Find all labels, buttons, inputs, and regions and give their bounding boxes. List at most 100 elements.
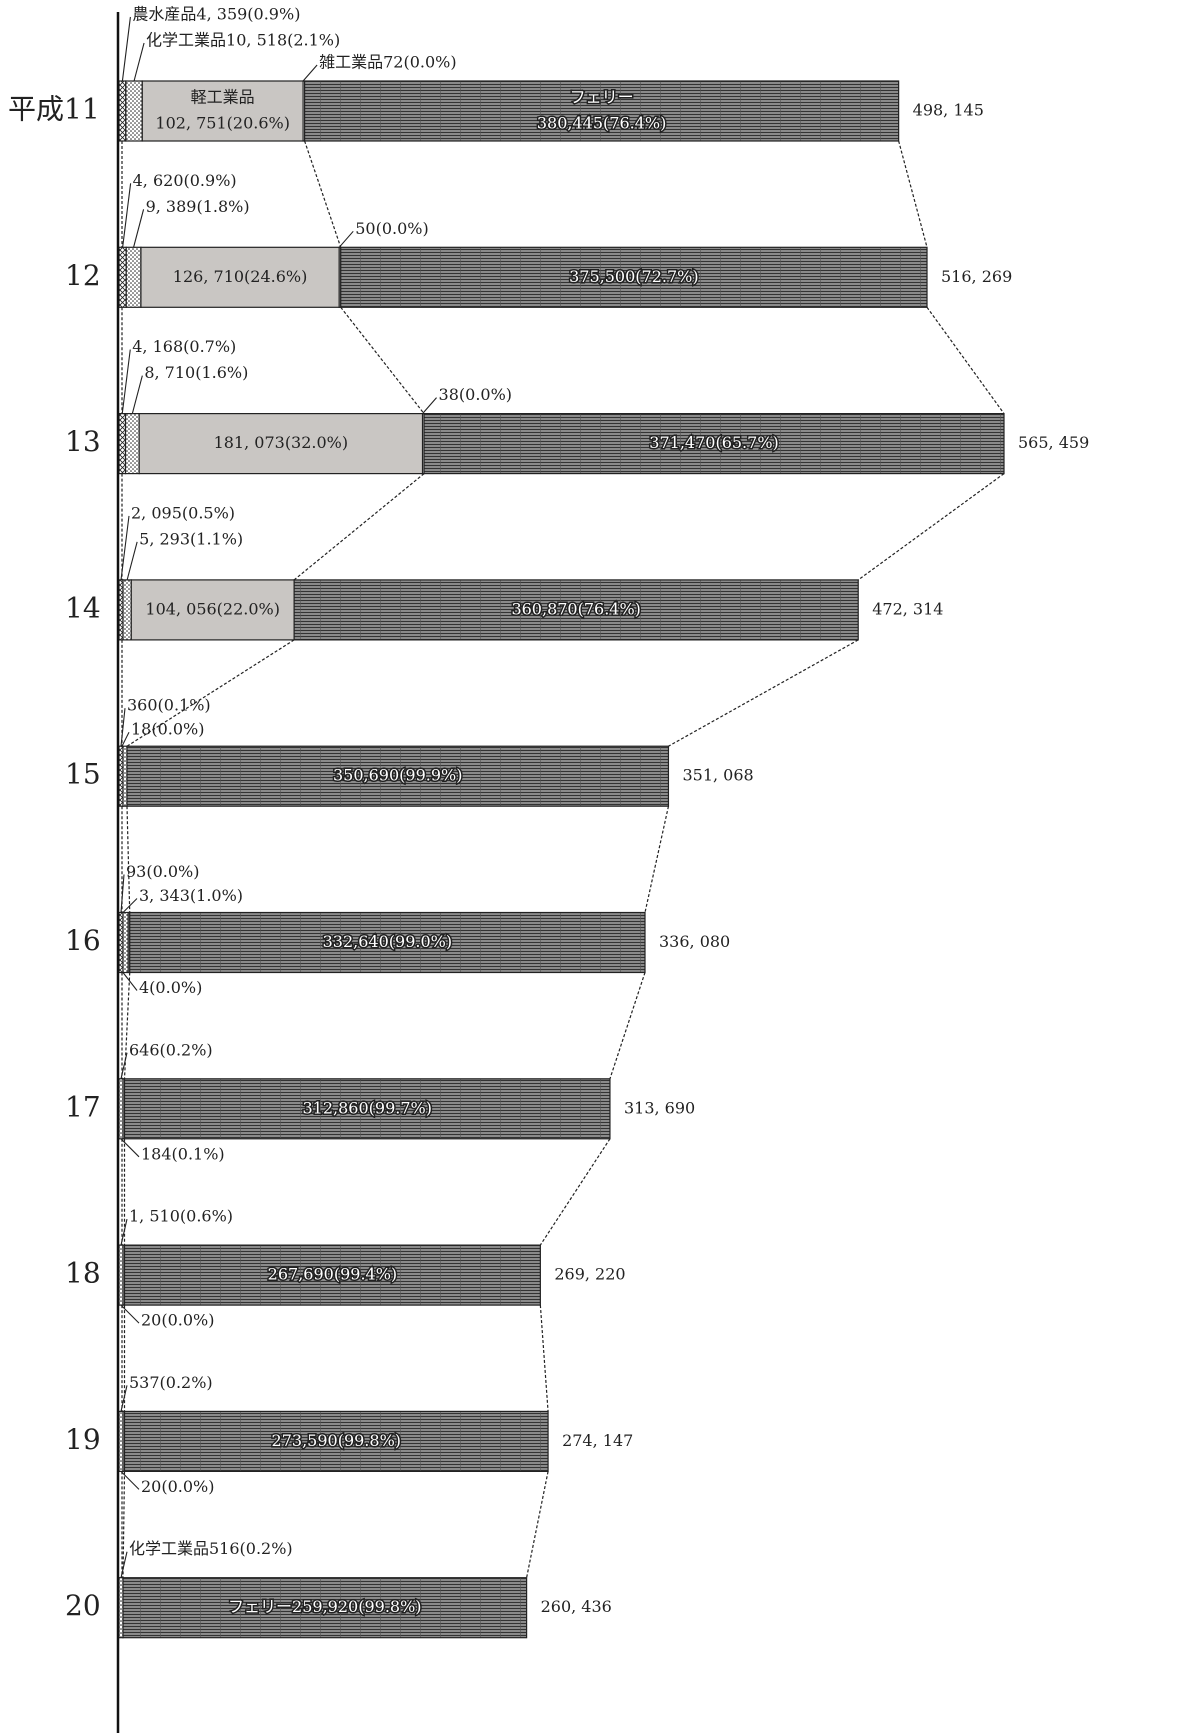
category-label: 14 xyxy=(65,591,101,624)
leader-line xyxy=(422,397,437,414)
leader-line xyxy=(133,42,145,82)
data-label-agri: 4, 620(0.9%) xyxy=(133,171,237,190)
data-label-ferry: 332,640(99.0%) xyxy=(323,932,452,951)
data-label-ferry: 360,870(76.4%) xyxy=(511,599,640,618)
data-label-agri: 360(0.1%) xyxy=(127,696,211,715)
data-label-agri: 4, 168(0.7%) xyxy=(132,337,236,356)
category-label: 17 xyxy=(65,1090,101,1123)
connector-line-total xyxy=(644,806,670,913)
data-label-agri: 農水産品4, 359(0.9%) xyxy=(132,5,300,24)
data-label-chemical: 化学工業品10, 518(2.1%) xyxy=(146,31,340,50)
data-label-chemical: 18(0.0%) xyxy=(131,720,205,739)
total-value-label: 313, 690 xyxy=(624,1098,695,1117)
data-label-chemical: 化学工業品516(0.2%) xyxy=(129,1539,293,1558)
leader-line xyxy=(120,1138,140,1158)
data-label-agri: 93(0.0%) xyxy=(126,862,200,881)
leader-line xyxy=(126,541,138,581)
category-label: 12 xyxy=(65,259,101,292)
data-label-misc: 50(0.0%) xyxy=(355,219,429,238)
leader-line xyxy=(122,972,138,991)
leader-line xyxy=(121,349,131,414)
leader-line xyxy=(302,64,318,82)
total-value-label: 565, 459 xyxy=(1018,433,1089,452)
data-label-ferry: 371,470(65.7%) xyxy=(649,433,778,452)
leader-line xyxy=(121,731,130,747)
connector-line-total xyxy=(898,140,928,248)
data-label-ferry: 312,860(99.7%) xyxy=(302,1098,431,1117)
connector-line-total xyxy=(668,639,859,747)
leader-line xyxy=(120,874,125,913)
connector-line-total xyxy=(526,1471,549,1578)
bar-segment-0-化学工業品 xyxy=(125,80,143,142)
bar-segment-5-フェリー xyxy=(129,911,646,974)
bar-segment-6-フェリー xyxy=(123,1078,611,1140)
bar-segment-1-化学工業品 xyxy=(125,246,142,308)
leader-line xyxy=(120,1551,128,1578)
data-label-chemical: 1, 510(0.6%) xyxy=(129,1207,233,1226)
bar-segment-2-軽工業品 xyxy=(138,413,424,475)
total-value-label: 336, 080 xyxy=(659,932,730,951)
category-label: 平成11 xyxy=(8,93,100,126)
bar-segment-5-化学工業品 xyxy=(122,911,129,974)
data-label-ferry: 375,500(72.7%) xyxy=(569,267,698,286)
leader-line xyxy=(120,515,130,580)
data-label-misc: 38(0.0%) xyxy=(439,385,512,404)
data-label-light-industry: 104, 056(22.0%) xyxy=(145,599,280,618)
connector-line-ferry-start xyxy=(123,972,131,1079)
leader-line xyxy=(120,1385,128,1412)
bar-segment-1-農水産品 xyxy=(118,246,127,308)
bar-segment-2-農水産品 xyxy=(118,413,127,475)
bar-segment-2-化学工業品 xyxy=(124,413,140,475)
leader-line xyxy=(122,183,132,248)
total-value-label: 498, 145 xyxy=(913,101,984,120)
leader-line xyxy=(133,209,145,248)
bar-segment-0-フェリー xyxy=(303,80,900,142)
data-label-chemical: 9, 389(1.8%) xyxy=(146,197,250,216)
leader-line xyxy=(120,1304,140,1324)
data-label-misc: 雑工業品72(0.0%) xyxy=(319,53,457,72)
bar-segment-3-軽工業品 xyxy=(130,579,295,641)
connector-line-ferry-start xyxy=(126,806,131,913)
connector-line-ferry-start xyxy=(122,1471,126,1578)
category-label: 18 xyxy=(65,1257,101,1290)
data-label-chemical: 5, 293(1.1%) xyxy=(139,529,243,548)
total-value-label: 516, 269 xyxy=(941,267,1012,286)
category-label: 13 xyxy=(65,425,101,458)
leader-line xyxy=(120,1052,128,1079)
data-label-chemical: 3, 343(1.0%) xyxy=(139,886,243,905)
connector-line-ferry-start xyxy=(293,473,425,581)
bar-segment-2-フェリー xyxy=(423,413,1005,475)
connector-line-total xyxy=(857,473,1005,581)
leader-line xyxy=(120,1471,140,1490)
total-value-label: 472, 314 xyxy=(872,599,943,618)
bar-segment-9-フェリー xyxy=(122,1577,528,1639)
connector-line-total xyxy=(539,1138,611,1246)
connector-line-ferry-start xyxy=(304,140,342,248)
bar-segment-1-フェリー xyxy=(340,246,928,308)
data-label-light-industry: 126, 710(24.6%) xyxy=(173,267,308,286)
data-label-chemical: 646(0.2%) xyxy=(129,1040,213,1059)
data-label-ferry: フェリー259,920(99.8%) xyxy=(228,1597,421,1616)
data-label-misc: 20(0.0%) xyxy=(141,1311,215,1330)
connector-line-total xyxy=(539,1305,549,1412)
total-value-label: 269, 220 xyxy=(554,1265,625,1284)
total-value-label: 351, 068 xyxy=(682,766,753,785)
data-label-chemical: 537(0.2%) xyxy=(129,1373,213,1392)
connector-line-total xyxy=(926,306,1005,414)
category-label: 16 xyxy=(65,924,101,957)
data-label-light-industry: 102, 751(20.6%) xyxy=(155,114,290,133)
leader-line xyxy=(338,230,354,248)
series-label-light-industry: 軽工業品 xyxy=(191,88,255,107)
data-label-agri: 2, 095(0.5%) xyxy=(131,503,235,522)
bar-segment-8-フェリー xyxy=(123,1410,549,1473)
category-label: 20 xyxy=(65,1589,101,1622)
series-label-ferry: フェリー xyxy=(570,88,634,107)
data-label-chemical: 8, 710(1.6%) xyxy=(144,363,248,382)
data-label-ferry: 380,445(76.4%) xyxy=(537,114,666,133)
leader-line xyxy=(120,1218,128,1246)
category-label: 15 xyxy=(65,758,101,791)
bar-segment-3-フェリー xyxy=(293,579,859,641)
category-label: 19 xyxy=(65,1423,101,1456)
bar-segment-0-軽工業品 xyxy=(141,80,304,142)
data-label-ferry: 350,690(99.9%) xyxy=(333,766,462,785)
